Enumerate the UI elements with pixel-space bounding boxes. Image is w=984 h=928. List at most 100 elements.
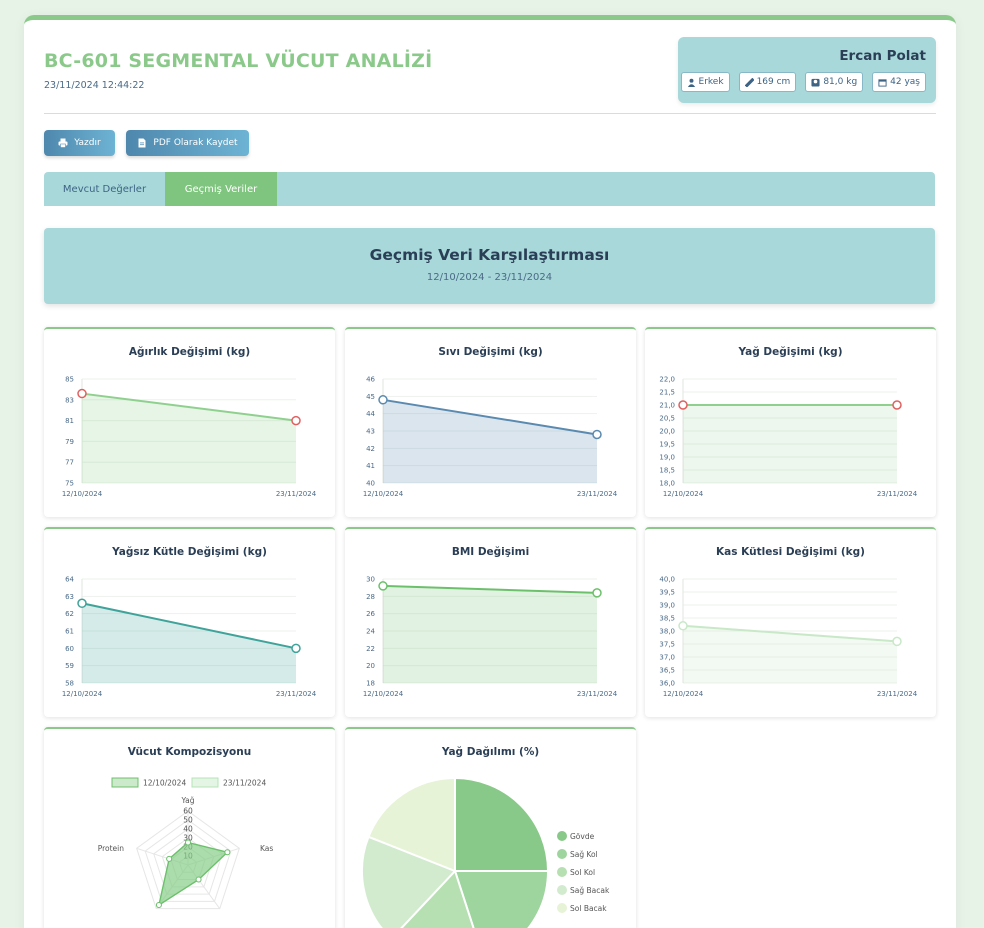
y-tick-label: 20 xyxy=(366,662,375,670)
y-tick-label: 61 xyxy=(65,628,74,636)
chart-title: Kas Kütlesi Değişimi (kg) xyxy=(716,546,865,558)
header-divider xyxy=(44,113,936,114)
series-area xyxy=(683,625,897,683)
chart-title: BMI Değişimi xyxy=(451,546,530,558)
x-tick-label: 23/11/2024 xyxy=(577,490,618,498)
radar-grid xyxy=(170,846,206,881)
legend-marker xyxy=(557,903,567,913)
y-tick-label: 44 xyxy=(366,410,375,418)
height-value: 169 cm xyxy=(756,77,791,87)
y-tick-label: 24 xyxy=(366,628,375,636)
age-value: 42 yaş xyxy=(890,77,920,87)
y-tick-label: 19,0 xyxy=(659,454,675,462)
printer-icon xyxy=(58,138,68,148)
radar-grid xyxy=(136,810,240,910)
y-tick-label: 36,0 xyxy=(659,680,675,688)
y-tick-label: 41 xyxy=(366,462,375,470)
y-tick-label: 45 xyxy=(366,393,375,401)
y-tick-label: 59 xyxy=(65,662,74,670)
series-line xyxy=(682,624,898,643)
radar-point xyxy=(224,849,231,856)
y-tick-label: 18,5 xyxy=(659,467,675,475)
report-datetime: 23/11/2024 12:44:22 xyxy=(44,80,145,91)
x-tick-label: 12/10/2024 xyxy=(62,690,103,698)
chart-card-body-composition: Vücut Kompozisyonu 12/10/2024 23/11/2024 6… xyxy=(44,727,335,928)
data-point xyxy=(678,621,688,631)
y-tick-label: 75 xyxy=(65,480,74,488)
calendar-icon xyxy=(878,78,887,87)
x-tick-label: 12/10/2024 xyxy=(62,490,103,498)
radar-point xyxy=(166,855,173,862)
data-point xyxy=(77,388,87,399)
series-area xyxy=(383,399,597,483)
chart-card-fat-distribution: Yağ Dağılımı (%) Gövde Sağ Kol Sol Kol Sağ … xyxy=(345,727,636,928)
data-point xyxy=(378,395,388,405)
radar-axis-label: Protein xyxy=(98,844,125,853)
chart-card-bmi: BMI Değişimi 30 28 26 24 22 20 18 12/10/2024 23/… xyxy=(345,527,636,717)
data-point xyxy=(291,415,301,426)
legend-label: Sol Bacak xyxy=(570,904,607,913)
y-tick-label: 85 xyxy=(65,376,74,384)
height-badge: 169 cm xyxy=(738,72,797,92)
y-tick-label: 28 xyxy=(366,593,375,601)
pdf-label: PDF Olarak Kaydet xyxy=(153,138,238,148)
legend-label: Sağ Bacak xyxy=(570,886,610,895)
tab-history[interactable]: Geçmiş Veriler xyxy=(165,172,277,206)
data-point xyxy=(592,588,602,598)
y-tick-label: 39,5 xyxy=(659,589,675,597)
x-tick-label: 23/11/2024 xyxy=(276,690,317,698)
pdf-save-button[interactable]: PDF Olarak Kaydet xyxy=(126,130,249,156)
radar-tick-label: 20 xyxy=(183,843,193,852)
radar-spoke xyxy=(187,847,240,866)
chart-title: Vücut Kompozisyonu xyxy=(127,746,252,758)
radar-axis-label: Kas xyxy=(260,844,273,853)
radar-point xyxy=(195,876,202,883)
history-title: Geçmiş Veri Karşılaştırması xyxy=(369,246,610,264)
pie-slice xyxy=(453,870,550,928)
y-tick-label: 37,5 xyxy=(659,641,675,649)
print-label: Yazdır xyxy=(74,138,101,148)
y-tick-label: 20,0 xyxy=(659,428,675,436)
pie-slice xyxy=(454,776,550,872)
legend-marker xyxy=(557,831,567,841)
y-tick-label: 62 xyxy=(65,610,74,618)
fluid-chart: 46 45 44 43 42 41 40 12/10/2024 23/11/2024 xyxy=(363,376,618,499)
series-area xyxy=(82,393,296,483)
series-line xyxy=(81,602,297,650)
chart-title: Yağ Değişimi (kg) xyxy=(738,346,843,358)
radar-spoke xyxy=(187,864,221,909)
radar-point xyxy=(155,902,162,909)
user-icon xyxy=(687,78,695,87)
legend-swatch xyxy=(191,777,219,788)
radar-grid xyxy=(144,819,232,902)
chart-title: Yağsız Kütle Değişimi (kg) xyxy=(112,546,267,558)
x-tick-label: 12/10/2024 xyxy=(363,490,404,498)
tab-current-values[interactable]: Mevcut Değerler xyxy=(62,183,147,195)
series-area xyxy=(683,405,897,483)
y-tick-label: 83 xyxy=(65,396,74,404)
data-point xyxy=(892,636,902,647)
bmi-chart: 30 28 26 24 22 20 18 12/10/2024 23/11/2024 xyxy=(363,576,618,699)
y-tick-label: 38,0 xyxy=(659,628,675,636)
radar-tick-label: 40 xyxy=(183,825,193,834)
chart-title: Yağ Dağılımı (%) xyxy=(441,746,540,758)
y-tick-label: 77 xyxy=(65,459,74,467)
legend-label: 12/10/2024 xyxy=(143,779,186,788)
series-area xyxy=(82,603,296,683)
y-tick-label: 21,5 xyxy=(659,389,675,397)
pdf-file-icon xyxy=(138,138,146,148)
y-tick-label: 18,0 xyxy=(659,480,675,488)
y-tick-label: 43 xyxy=(366,428,375,436)
history-date-range: 12/10/2024 - 23/11/2024 xyxy=(426,272,553,283)
print-button[interactable]: Yazdır xyxy=(44,130,115,156)
y-tick-label: 30 xyxy=(366,576,375,584)
y-tick-label: 26 xyxy=(366,610,375,618)
radar-series xyxy=(157,841,229,907)
data-point xyxy=(291,643,301,654)
y-tick-label: 18 xyxy=(366,680,375,688)
weight-value: 81,0 kg xyxy=(823,77,858,87)
radar-tick-label: 50 xyxy=(183,816,193,825)
scale-icon xyxy=(811,78,820,87)
age-badge: 42 yaş xyxy=(872,72,926,92)
y-tick-label: 79 xyxy=(65,438,74,446)
